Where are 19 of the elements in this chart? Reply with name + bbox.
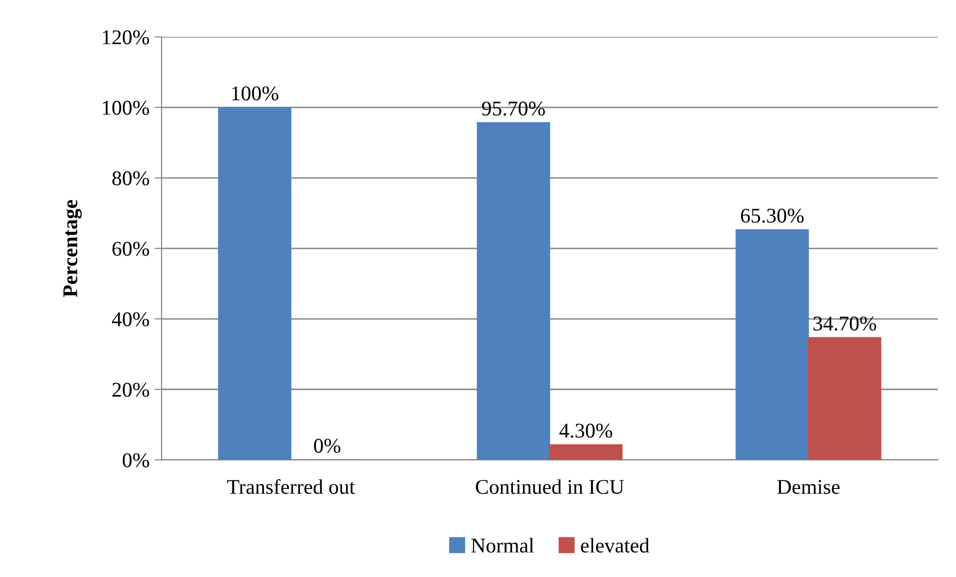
data-label: 95.70% — [482, 102, 545, 116]
y-tick-label: 120% — [102, 30, 150, 44]
legend-label: elevated — [580, 538, 650, 553]
x-tick-label: Transferred out — [227, 479, 355, 494]
data-label: 0% — [314, 438, 340, 453]
y-tick-label: 40% — [112, 312, 150, 326]
x-tick-label: Continued in ICU — [476, 479, 624, 494]
y-tick-label: 100% — [102, 100, 150, 115]
y-tick-label: 0% — [122, 453, 150, 468]
data-label: 100% — [232, 86, 278, 100]
data-label: 4.30% — [559, 424, 612, 438]
data-label: 34.70% — [814, 316, 876, 331]
y-tick-label: 60% — [112, 242, 150, 256]
y-tick-label: 80% — [112, 171, 150, 186]
y-axis-title: Percentage — [63, 200, 82, 298]
y-tick-label: 20% — [112, 382, 150, 397]
x-tick-label: Demise — [777, 480, 840, 494]
legend-label: Normal — [471, 538, 534, 553]
data-label: 65.30% — [741, 208, 804, 223]
